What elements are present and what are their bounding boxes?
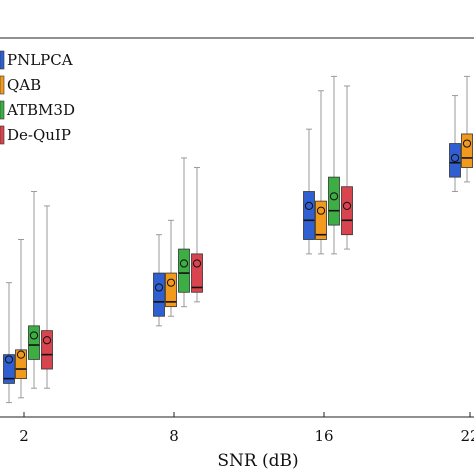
mean-marker [154,283,164,292]
mean-marker [450,153,460,163]
box [41,330,53,370]
mean-marker [462,139,472,148]
box [315,200,327,240]
mean-marker [316,206,326,215]
x-axis: 2 8 16 22 [0,37,474,445]
mean-marker [4,355,14,364]
mean-marker [342,201,352,211]
x-tick-label: 22 [460,427,474,445]
mean-marker [329,192,339,201]
legend-swatch [0,75,5,95]
legend-label: QAB [7,76,41,94]
box [153,272,165,317]
legend-swatch [0,50,5,70]
series-de-quip [41,85,353,389]
box [165,272,177,308]
box [191,253,203,293]
box [461,133,473,168]
mean-marker [304,201,314,211]
box [449,143,461,178]
series-qab [15,75,473,399]
x-axis-label: SNR (dB) [217,451,298,471]
box [178,248,190,293]
box [3,354,15,384]
mean-marker [166,278,176,287]
mean-marker [192,259,202,268]
mean-marker [29,331,39,340]
x-tick-label: 16 [314,427,333,445]
box [303,191,315,240]
mean-marker [179,259,189,268]
mean-marker [42,336,52,345]
legend-swatch [0,125,5,145]
legend-swatch [0,100,5,120]
box [341,186,353,236]
x-tick-label: 2 [19,427,29,445]
legend-label: PNLPCA [7,51,73,69]
legend: PNLPCA QAB ATBM3D De-QuIP [0,50,75,145]
legend-label: ATBM3D [6,101,75,119]
plot-area [3,75,473,404]
box [28,325,40,360]
mean-marker [16,350,26,359]
series-atbm3d [28,75,340,389]
box [328,176,340,226]
series-pnlpca [3,95,461,404]
x-tick-label: 8 [169,427,179,445]
legend-label: De-QuIP [7,126,71,144]
box [15,349,27,380]
